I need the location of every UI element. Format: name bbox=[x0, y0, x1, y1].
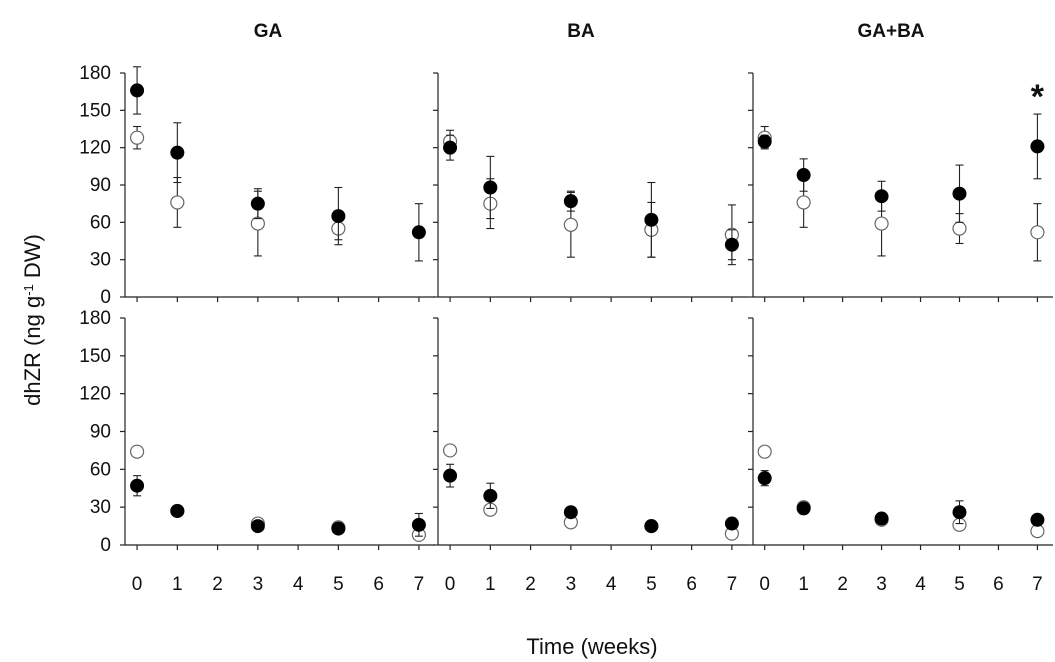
data-point-filled bbox=[170, 503, 185, 518]
y-axis-title-main: dhZR (ng g bbox=[20, 296, 45, 406]
data-point-open bbox=[129, 444, 145, 459]
x-tick-label: 4 bbox=[293, 574, 304, 595]
x-tick-label: 7 bbox=[414, 574, 425, 595]
panel-title: GA bbox=[254, 21, 283, 42]
panel-top-ba: BA bbox=[433, 21, 748, 302]
data-point-open bbox=[442, 443, 458, 458]
x-tick-label: 1 bbox=[172, 574, 183, 595]
data-point-filled bbox=[757, 134, 772, 149]
data-point-filled bbox=[874, 511, 889, 526]
data-point-filled bbox=[644, 212, 659, 227]
data-point-filled bbox=[130, 83, 145, 98]
data-point-filled bbox=[796, 168, 811, 183]
x-tick-label: 1 bbox=[485, 574, 496, 595]
data-point-open bbox=[796, 195, 811, 210]
x-tick-label: 7 bbox=[727, 574, 738, 595]
panel-bottom-ba: 0 1 2 3 4 5 6 7 bbox=[433, 317, 748, 595]
data-point-filled bbox=[644, 519, 659, 534]
x-tick-label: 2 bbox=[212, 574, 223, 595]
data-point-filled bbox=[952, 186, 967, 201]
y-tick-label: 0 bbox=[100, 535, 111, 556]
y-tick-label: 0 bbox=[100, 287, 111, 308]
data-point-filled bbox=[443, 140, 458, 155]
data-point-filled bbox=[724, 516, 739, 531]
y-tick-label: 150 bbox=[79, 346, 111, 367]
data-point-filled bbox=[443, 468, 458, 483]
data-point-filled bbox=[757, 471, 772, 486]
x-tick-label: 0 bbox=[132, 574, 143, 595]
x-tick-label: 3 bbox=[876, 574, 887, 595]
significance-annotation: * bbox=[1031, 78, 1045, 116]
x-axis-title: Time (weeks) bbox=[526, 634, 657, 659]
data-point-filled bbox=[796, 501, 811, 516]
data-point-filled bbox=[563, 505, 578, 520]
panel-title: GA+BA bbox=[857, 21, 924, 42]
x-tick-label: 5 bbox=[954, 574, 965, 595]
x-tick-label: 0 bbox=[759, 574, 770, 595]
data-point-open bbox=[757, 444, 772, 459]
y-tick-label: 60 bbox=[90, 459, 111, 480]
data-point-filled bbox=[724, 237, 739, 252]
data-point-open bbox=[563, 217, 578, 232]
x-tick-label: 3 bbox=[253, 574, 264, 595]
data-point-filled bbox=[1030, 512, 1045, 527]
data-point-filled bbox=[1030, 139, 1045, 154]
x-tick-label: 5 bbox=[333, 574, 344, 595]
x-tick-label: 2 bbox=[837, 574, 848, 595]
data-point-open bbox=[129, 130, 145, 145]
x-tick-label: 6 bbox=[993, 574, 1004, 595]
data-point-filled bbox=[483, 180, 498, 195]
data-point-filled bbox=[250, 196, 265, 211]
data-point-open bbox=[1030, 225, 1045, 240]
x-tick-label: 0 bbox=[445, 574, 456, 595]
x-tick-label: 1 bbox=[798, 574, 809, 595]
x-tick-label: 4 bbox=[915, 574, 926, 595]
x-tick-label: 4 bbox=[606, 574, 617, 595]
data-point-filled bbox=[952, 505, 967, 520]
y-tick-label: 180 bbox=[79, 63, 111, 84]
y-tick-label: 30 bbox=[90, 497, 111, 518]
data-point-filled bbox=[130, 478, 145, 493]
data-point-filled bbox=[170, 145, 185, 160]
data-point-filled bbox=[563, 194, 578, 209]
data-point-filled bbox=[250, 519, 265, 534]
data-point-open bbox=[874, 216, 889, 231]
data-point-filled bbox=[411, 517, 426, 532]
data-point-filled bbox=[331, 209, 346, 224]
x-tick-label: 2 bbox=[525, 574, 536, 595]
x-tick-label: 7 bbox=[1032, 574, 1043, 595]
panel-bottom-ga: 0 30 60 90 120 150 180 0 1 2 3 4 5 6 7 bbox=[79, 308, 435, 595]
data-point-open bbox=[952, 221, 967, 236]
y-tick-label: 120 bbox=[79, 384, 111, 405]
y-tick-label: 90 bbox=[90, 422, 111, 443]
x-tick-label: 6 bbox=[373, 574, 384, 595]
data-point-filled bbox=[331, 521, 346, 536]
data-point-filled bbox=[483, 488, 498, 503]
panel-bottom-gaba: 0 1 2 3 4 5 6 7 bbox=[748, 317, 1053, 595]
y-tick-label: 180 bbox=[79, 308, 111, 329]
x-tick-label: 3 bbox=[566, 574, 577, 595]
y-tick-label: 60 bbox=[90, 212, 111, 233]
y-tick-label: 90 bbox=[90, 175, 111, 196]
panel-title: BA bbox=[567, 21, 595, 42]
data-point-filled bbox=[874, 189, 889, 204]
y-axis-title-superscript: -1 bbox=[21, 284, 36, 296]
panel-top-gaba: GA+BA * bbox=[748, 21, 1053, 302]
y-tick-label: 120 bbox=[79, 138, 111, 159]
y-tick-label: 30 bbox=[90, 250, 111, 271]
panel-top-ga: 0 30 60 90 120 150 180 GA bbox=[79, 21, 435, 308]
y-axis-title: dhZR (ng g-1 DW) bbox=[20, 234, 45, 406]
data-point-filled bbox=[411, 225, 426, 240]
y-tick-label: 150 bbox=[79, 100, 111, 121]
x-tick-label: 6 bbox=[686, 574, 697, 595]
x-tick-label: 5 bbox=[646, 574, 657, 595]
y-axis-title-tail: DW) bbox=[20, 234, 45, 284]
data-point-open bbox=[170, 195, 185, 210]
